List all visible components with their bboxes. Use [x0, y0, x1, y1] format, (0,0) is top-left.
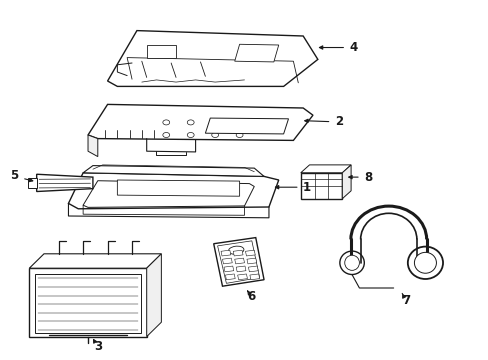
Ellipse shape — [414, 252, 435, 273]
Text: 3: 3 — [94, 340, 102, 353]
Polygon shape — [236, 266, 245, 272]
Polygon shape — [68, 173, 278, 209]
Circle shape — [236, 120, 243, 125]
Circle shape — [211, 120, 218, 125]
Polygon shape — [146, 45, 176, 58]
Ellipse shape — [228, 246, 244, 254]
Polygon shape — [117, 180, 239, 196]
Polygon shape — [213, 238, 264, 286]
Polygon shape — [246, 258, 256, 264]
Text: 6: 6 — [247, 291, 255, 303]
Text: 2: 2 — [334, 115, 343, 128]
Polygon shape — [88, 135, 98, 157]
Polygon shape — [222, 258, 232, 264]
Polygon shape — [234, 44, 278, 62]
Polygon shape — [37, 174, 93, 192]
Text: 8: 8 — [364, 171, 372, 184]
Text: 5: 5 — [10, 169, 19, 182]
Polygon shape — [300, 173, 342, 199]
Polygon shape — [248, 266, 258, 272]
Polygon shape — [249, 274, 259, 280]
Text: 1: 1 — [303, 181, 311, 194]
Text: 7: 7 — [401, 294, 409, 307]
Polygon shape — [245, 250, 255, 256]
Polygon shape — [88, 104, 312, 140]
Polygon shape — [29, 268, 146, 337]
Polygon shape — [83, 166, 264, 176]
Polygon shape — [300, 165, 350, 173]
Circle shape — [187, 132, 194, 138]
Polygon shape — [225, 274, 235, 280]
Polygon shape — [221, 250, 230, 256]
Ellipse shape — [344, 255, 359, 270]
Polygon shape — [205, 118, 288, 134]
Polygon shape — [217, 241, 259, 283]
Polygon shape — [35, 274, 141, 333]
Polygon shape — [224, 266, 233, 272]
Polygon shape — [28, 178, 37, 188]
Polygon shape — [342, 165, 350, 199]
Polygon shape — [237, 274, 247, 280]
Circle shape — [211, 132, 218, 138]
Polygon shape — [107, 31, 317, 86]
Circle shape — [163, 120, 169, 125]
Polygon shape — [146, 254, 161, 337]
Ellipse shape — [407, 247, 442, 279]
Polygon shape — [83, 181, 254, 207]
Text: 4: 4 — [349, 41, 357, 54]
Circle shape — [163, 132, 169, 138]
Ellipse shape — [339, 251, 364, 274]
Polygon shape — [233, 250, 243, 256]
Circle shape — [236, 132, 243, 138]
Polygon shape — [234, 258, 244, 264]
Circle shape — [187, 120, 194, 125]
Polygon shape — [29, 254, 161, 268]
